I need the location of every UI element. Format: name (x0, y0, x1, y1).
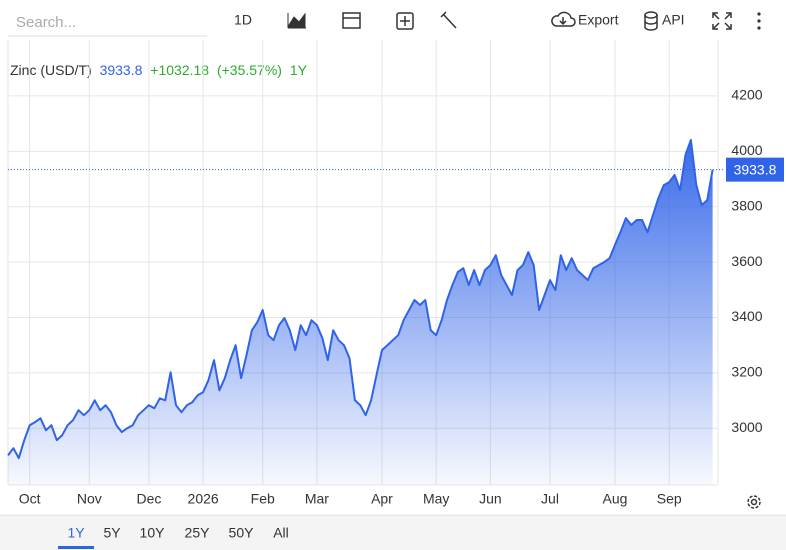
x-tick-label: May (423, 491, 449, 507)
fullscreen-button[interactable] (712, 12, 732, 30)
menu-button[interactable] (757, 12, 761, 30)
x-tick-label: Mar (305, 491, 329, 507)
y-tick-label: 3600 (731, 253, 762, 269)
chart-type-button[interactable] (287, 12, 306, 29)
icon (757, 26, 761, 30)
last-value: 3933.8 (100, 62, 143, 78)
range-button[interactable]: 5Y (103, 525, 121, 541)
export-button[interactable]: Export (551, 11, 619, 28)
range-button[interactable]: All (273, 525, 289, 541)
icon (551, 11, 576, 27)
period: 1Y (290, 62, 308, 78)
icon (287, 12, 306, 29)
icon (400, 16, 410, 26)
last-value-label: 3933.8 (734, 161, 777, 177)
last-value-box (726, 157, 784, 182)
date-button[interactable] (342, 12, 361, 29)
export-label: Export (578, 12, 619, 28)
change: +1032.18 (150, 62, 209, 78)
api-label: API (662, 12, 685, 28)
x-tick-label: Nov (77, 491, 102, 507)
icon (712, 12, 732, 30)
range-button[interactable]: 25Y (185, 525, 211, 541)
change-percent: (+35.57%) (217, 62, 282, 78)
icon (750, 498, 758, 506)
y-tick-label: 3800 (731, 197, 762, 213)
icon (757, 12, 761, 16)
y-tick-label: 3200 (731, 364, 762, 380)
x-tick-label: Apr (371, 491, 393, 507)
x-tick-label: Jul (541, 491, 559, 507)
icon (342, 12, 361, 29)
range-active-indicator (58, 546, 94, 549)
x-tick-label: Dec (136, 491, 161, 507)
settings-button[interactable] (747, 495, 761, 509)
range-bar (0, 515, 786, 550)
x-tick-label: Sep (657, 491, 682, 507)
api-button[interactable]: API (644, 11, 685, 31)
y-tick-label: 3400 (731, 308, 762, 324)
y-tick-label: 4200 (731, 87, 762, 103)
icon (757, 19, 761, 23)
price-line (7, 139, 714, 460)
range-button[interactable]: 10Y (140, 525, 166, 541)
icon (644, 15, 658, 31)
compare-button[interactable] (396, 12, 414, 30)
icon (747, 495, 761, 509)
chart-header: Zinc (USD/T) 3933.8 +1032.18 (+35.57%) 1… (10, 62, 308, 78)
series-name: Zinc (USD/T) (10, 62, 92, 78)
icon (440, 11, 457, 29)
tools-button[interactable] (440, 11, 457, 29)
x-tick-label: Aug (603, 491, 628, 507)
area-fill (8, 140, 713, 485)
x-tick-label: 2026 (188, 491, 219, 507)
interval-button[interactable]: 1D (234, 12, 252, 28)
x-tick-label: Jun (479, 491, 502, 507)
range-button[interactable]: 50Y (229, 525, 255, 541)
search-box[interactable]: Search... (16, 14, 76, 31)
y-tick-label: 3000 (731, 419, 762, 435)
y-tick-label: 4000 (731, 142, 762, 158)
range-button[interactable]: 1Y (67, 525, 85, 541)
range-buttons: 1Y 5Y 10Y 25Y 50Y All (58, 525, 289, 549)
icon (396, 12, 414, 30)
x-tick-label: Feb (251, 491, 275, 507)
plot-area: 3000 3200 3400 3600 3800 4000 4200 Oct Nov Dec 202… (7, 40, 784, 507)
x-tick-label: Oct (19, 491, 41, 507)
